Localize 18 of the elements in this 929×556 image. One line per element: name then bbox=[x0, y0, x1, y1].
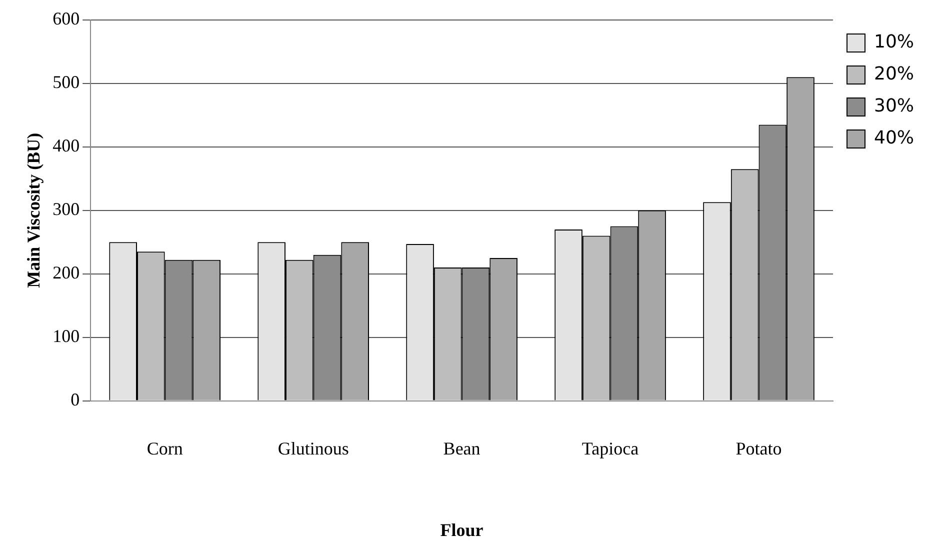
legend-label: 20% bbox=[874, 64, 914, 85]
x-axis-title: Flour bbox=[440, 520, 484, 540]
x-tick-label: Tapioca bbox=[582, 438, 639, 458]
x-tick-label: Potato bbox=[736, 438, 782, 458]
legend-label: 10% bbox=[874, 32, 914, 53]
y-tick-label: 0 bbox=[70, 390, 80, 410]
y-tick-label: 100 bbox=[52, 326, 80, 346]
y-tick-label: 600 bbox=[52, 8, 80, 29]
x-tick-label: Corn bbox=[146, 438, 183, 458]
legend-label: 30% bbox=[874, 96, 914, 117]
y-axis-title: Main Viscosity (BU) bbox=[23, 132, 44, 288]
y-tick-label: 200 bbox=[52, 262, 80, 283]
x-tick-label: Bean bbox=[443, 438, 480, 458]
legend-label: 40% bbox=[874, 128, 914, 149]
y-tick-label: 400 bbox=[52, 136, 80, 156]
x-tick-label: Glutinous bbox=[278, 438, 349, 458]
y-tick-label: 300 bbox=[52, 199, 80, 220]
y-tick-label: 500 bbox=[52, 72, 80, 92]
